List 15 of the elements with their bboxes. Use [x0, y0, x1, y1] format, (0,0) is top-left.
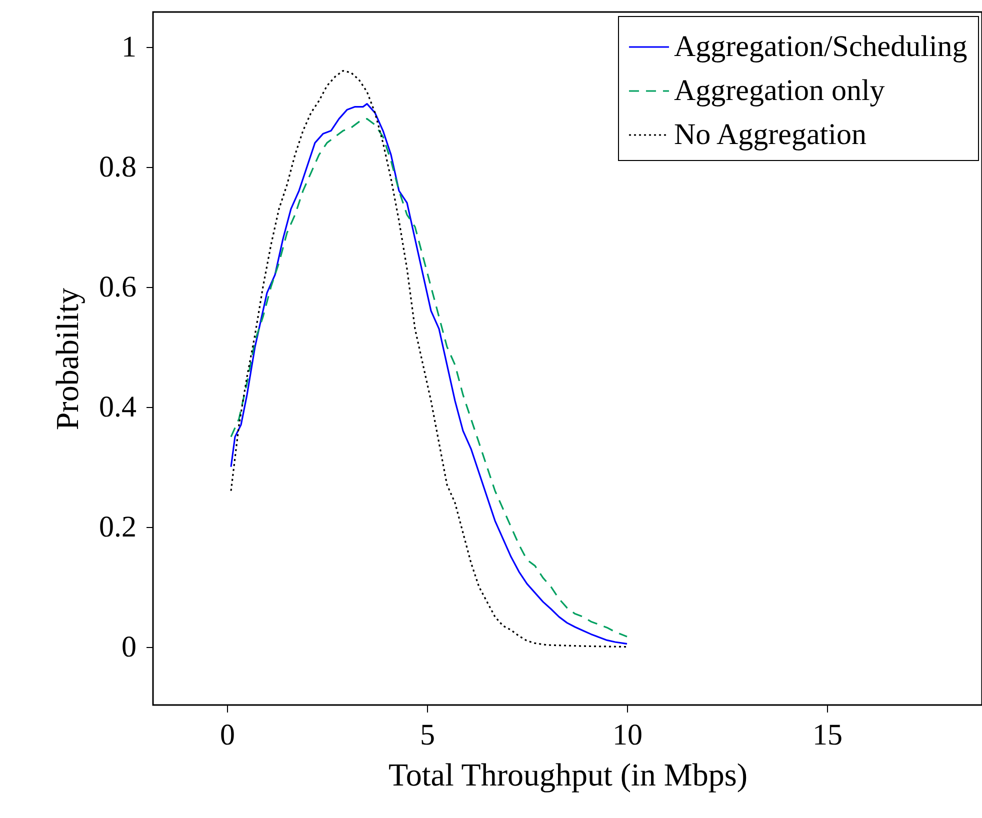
y-tick-label: 0.6: [99, 270, 136, 304]
x-tick-label: 5: [420, 718, 435, 752]
legend-label: Aggregation only: [674, 74, 885, 107]
legend-label: Aggregation/Scheduling: [674, 30, 968, 63]
y-tick-label: 0: [122, 630, 136, 664]
x-tick-label: 15: [812, 718, 842, 752]
y-tick-label: 1: [122, 30, 136, 64]
y-tick-label: 0.8: [99, 150, 136, 184]
legend-label: No Aggregation: [674, 118, 866, 151]
x-tick-label: 0: [220, 718, 235, 752]
y-axis-title: Probability: [49, 288, 85, 430]
x-axis-title: Total Throughput (in Mbps): [388, 756, 748, 792]
y-tick-label: 0.2: [99, 510, 136, 544]
x-tick-label: 10: [612, 718, 642, 752]
y-tick-label: 0.4: [99, 390, 136, 424]
